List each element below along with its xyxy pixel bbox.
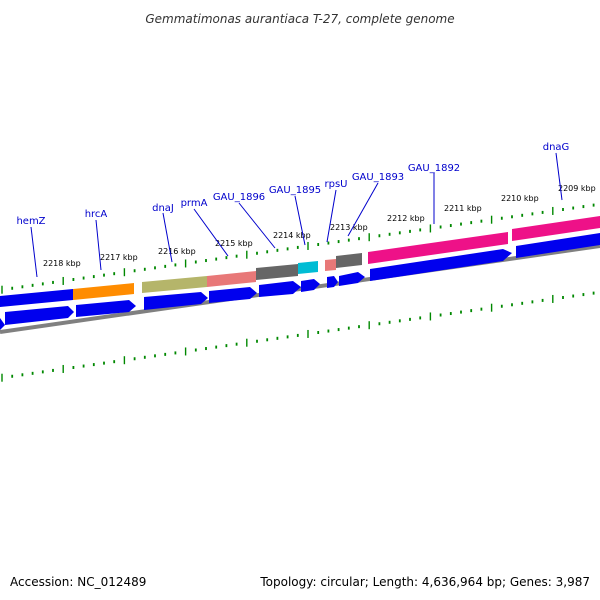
cds-arrow-5[interactable]: [209, 287, 257, 303]
kbp-label-2213: 2213 kbp: [330, 223, 368, 232]
cds-arrow-6[interactable]: [259, 281, 301, 297]
kbp-label-2218: 2218 kbp: [43, 259, 81, 268]
feature-rpsU[interactable]: [325, 259, 336, 271]
gene-label-GAU_1892[interactable]: GAU_1892: [408, 163, 460, 174]
gene-label-prmA[interactable]: prmA: [181, 198, 208, 209]
leader-prmA: [193, 208, 229, 257]
leader-GAU_1896: [238, 202, 276, 249]
kbp-label-2211: 2211 kbp: [444, 204, 482, 213]
gene-label-hrcA[interactable]: hrcA: [85, 209, 108, 220]
kbp-labels: 2218 kbp 2217 kbp 2216 kbp 2215 kbp 2214…: [43, 184, 596, 268]
gene-label-hemZ[interactable]: hemZ: [16, 216, 45, 227]
kbp-label-2216: 2216 kbp: [158, 247, 196, 256]
kbp-label-2210: 2210 kbp: [501, 194, 539, 203]
leader-hrcA: [95, 219, 102, 271]
cds-arrow-7[interactable]: [301, 279, 320, 292]
accession-text: Accession: NC_012489: [10, 575, 147, 589]
genome-summary-text: Topology: circular; Length: 4,636,964 bp…: [260, 575, 590, 589]
cds-arrow-9[interactable]: [339, 272, 365, 286]
feature-GAU_1893[interactable]: [336, 253, 362, 268]
cds-arrow-8[interactable]: [327, 276, 338, 288]
feature-hrcA[interactable]: [73, 283, 134, 300]
gene-labels: hemZ hrcA dnaJ prmA GAU_1896 GAU_1895 rp…: [16, 142, 569, 227]
gene-label-dnaJ[interactable]: dnaJ: [152, 203, 174, 214]
feature-GAU_1895[interactable]: [298, 261, 318, 274]
leader-rpsU: [326, 189, 337, 243]
gene-label-dnaG[interactable]: dnaG: [543, 142, 570, 153]
kbp-label-2209: 2209 kbp: [558, 184, 596, 193]
cds-arrow-3[interactable]: [76, 300, 136, 317]
leader-lines: [30, 152, 563, 278]
kbp-label-2217: 2217 kbp: [100, 253, 138, 262]
gc-skew-ticks: [1, 291, 595, 382]
gene-label-GAU_1896[interactable]: GAU_1896: [213, 192, 265, 203]
gene-label-GAU_1893[interactable]: GAU_1893: [352, 172, 404, 183]
leader-GAU_1893: [347, 182, 379, 237]
kbp-label-2212: 2212 kbp: [387, 214, 425, 223]
cds-arrow-2[interactable]: [5, 306, 74, 325]
leader-dnaG: [555, 152, 563, 201]
feature-dnaG[interactable]: [512, 216, 600, 241]
cds-arrow-10[interactable]: [370, 249, 512, 281]
feature-prmA[interactable]: [207, 271, 256, 287]
cds-arrow-4[interactable]: [144, 292, 208, 310]
cds-track: [0, 233, 600, 330]
leader-dnaJ: [162, 212, 173, 263]
ruler-ticks: [1, 203, 595, 294]
feature-dnaJ[interactable]: [142, 276, 207, 293]
kbp-label-2215: 2215 kbp: [215, 239, 253, 248]
kbp-label-2214: 2214 kbp: [273, 231, 311, 240]
cds-arrow-1[interactable]: [0, 318, 5, 330]
gene-label-GAU_1895[interactable]: GAU_1895: [269, 185, 321, 196]
gene-label-rpsU[interactable]: rpsU: [325, 179, 348, 190]
leader-GAU_1895: [294, 195, 306, 246]
feature-track: [0, 216, 600, 307]
cds-arrow-11[interactable]: [516, 233, 600, 258]
feature-GAU_1892[interactable]: [368, 232, 508, 264]
map-title: Gemmatimonas aurantiaca T-27, complete g…: [145, 12, 454, 26]
feature-hemZ[interactable]: [0, 289, 73, 307]
leader-hemZ: [30, 226, 38, 278]
feature-GAU_1896[interactable]: [256, 264, 298, 280]
